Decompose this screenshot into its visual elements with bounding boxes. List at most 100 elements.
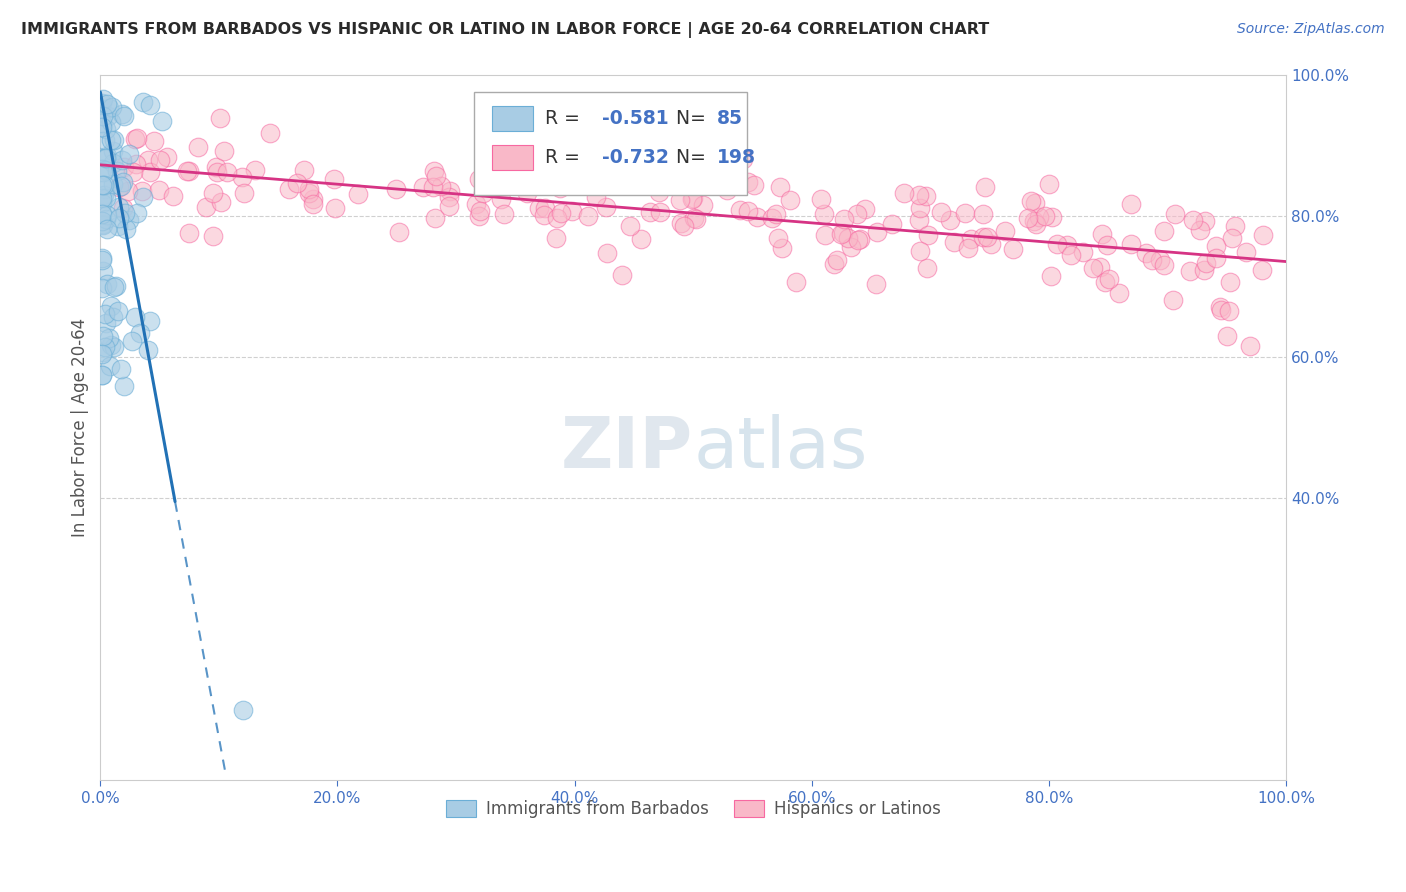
Point bbox=[176, 164, 198, 178]
Text: ZIP: ZIP bbox=[561, 414, 693, 483]
Point bbox=[534, 201, 557, 215]
Point bbox=[915, 188, 938, 202]
Point bbox=[1038, 177, 1060, 191]
Point bbox=[1153, 223, 1175, 237]
Point bbox=[100, 298, 122, 312]
Point bbox=[671, 216, 693, 230]
Point bbox=[136, 343, 159, 357]
Point bbox=[814, 227, 837, 242]
Point bbox=[880, 217, 903, 231]
Point bbox=[114, 222, 136, 236]
Point bbox=[1149, 253, 1171, 268]
Point bbox=[91, 165, 114, 179]
Point bbox=[1205, 239, 1227, 253]
Point bbox=[298, 186, 321, 200]
Point bbox=[865, 277, 887, 292]
Point bbox=[1024, 214, 1046, 228]
Text: 198: 198 bbox=[717, 147, 756, 167]
Point bbox=[125, 206, 148, 220]
Point bbox=[1028, 211, 1050, 225]
Point bbox=[93, 329, 115, 343]
Point bbox=[1223, 219, 1246, 233]
Point bbox=[1209, 300, 1232, 314]
Point bbox=[110, 362, 132, 376]
Text: R =: R = bbox=[546, 147, 586, 167]
Point bbox=[323, 172, 346, 186]
Point bbox=[100, 337, 122, 351]
Point bbox=[292, 163, 315, 178]
Point bbox=[100, 100, 122, 114]
Point bbox=[976, 229, 998, 244]
Point bbox=[94, 151, 117, 165]
Point bbox=[682, 191, 704, 205]
Point bbox=[572, 176, 595, 190]
Point bbox=[205, 165, 228, 179]
Point bbox=[259, 126, 281, 140]
Point bbox=[131, 184, 153, 198]
Point bbox=[110, 178, 132, 193]
Point bbox=[825, 253, 848, 268]
Point bbox=[96, 208, 118, 222]
Point bbox=[98, 101, 121, 115]
Point bbox=[917, 228, 939, 243]
Point bbox=[849, 232, 872, 246]
Point bbox=[761, 211, 783, 226]
FancyBboxPatch shape bbox=[492, 106, 533, 131]
Point bbox=[90, 252, 112, 267]
Point bbox=[118, 212, 141, 227]
Point bbox=[685, 212, 707, 227]
Point bbox=[142, 135, 165, 149]
Point bbox=[150, 114, 173, 128]
Text: atlas: atlas bbox=[693, 414, 868, 483]
Point bbox=[201, 228, 224, 243]
Point bbox=[107, 304, 129, 318]
Point bbox=[90, 196, 112, 211]
Point bbox=[1251, 227, 1274, 242]
Point bbox=[90, 347, 112, 361]
Point bbox=[94, 211, 117, 226]
Point bbox=[90, 368, 112, 383]
Point bbox=[1163, 207, 1185, 221]
Point bbox=[770, 240, 793, 254]
Point bbox=[114, 206, 136, 220]
Point bbox=[90, 368, 112, 382]
Point bbox=[1033, 209, 1056, 223]
Point bbox=[90, 191, 112, 205]
Point bbox=[98, 359, 121, 373]
Point bbox=[733, 152, 755, 166]
Point bbox=[1251, 263, 1274, 277]
Point bbox=[94, 316, 117, 330]
Point bbox=[1234, 245, 1257, 260]
Point bbox=[596, 246, 619, 260]
Point bbox=[908, 244, 931, 258]
Point bbox=[853, 202, 876, 216]
Point bbox=[980, 237, 1002, 252]
Point bbox=[108, 211, 131, 225]
Point bbox=[682, 211, 704, 225]
Point bbox=[110, 153, 132, 167]
FancyBboxPatch shape bbox=[492, 145, 533, 169]
Point bbox=[1140, 253, 1163, 268]
Point bbox=[465, 197, 488, 211]
Point bbox=[105, 164, 128, 178]
Point bbox=[489, 192, 512, 206]
Point bbox=[94, 133, 117, 147]
Y-axis label: In Labor Force | Age 20-64: In Labor Force | Age 20-64 bbox=[72, 318, 89, 537]
Point bbox=[243, 163, 266, 178]
Point bbox=[93, 151, 115, 165]
Point bbox=[285, 177, 308, 191]
Point bbox=[103, 177, 125, 191]
Point bbox=[302, 192, 325, 206]
Point bbox=[1040, 210, 1063, 224]
Point bbox=[769, 179, 792, 194]
Point bbox=[1215, 328, 1237, 343]
Point bbox=[90, 162, 112, 177]
Point bbox=[672, 219, 695, 234]
Point bbox=[205, 160, 228, 174]
Point bbox=[1153, 258, 1175, 272]
Point bbox=[412, 180, 434, 194]
Point bbox=[1098, 272, 1121, 286]
Point bbox=[90, 214, 112, 228]
Text: -0.581: -0.581 bbox=[602, 109, 668, 128]
Point bbox=[108, 179, 131, 194]
